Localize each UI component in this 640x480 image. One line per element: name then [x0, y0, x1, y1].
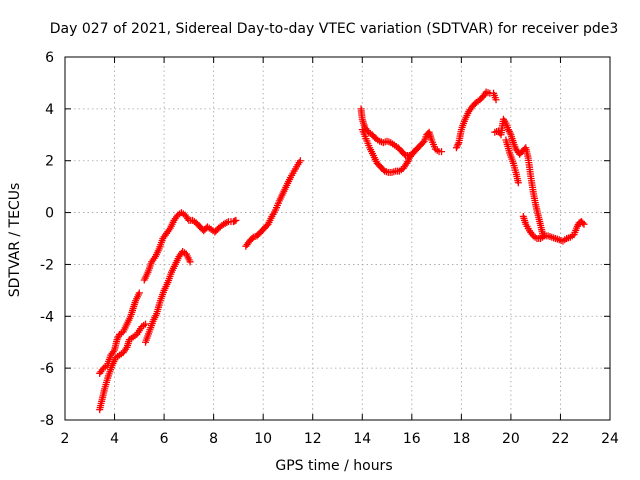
- y-tick-label: -6: [40, 361, 54, 377]
- x-tick-label: 24: [601, 431, 619, 447]
- x-tick-label: 20: [502, 431, 520, 447]
- x-tick-label: 18: [452, 431, 470, 447]
- data-point: [412, 146, 420, 154]
- data-point: [454, 140, 462, 148]
- y-axis-label: SDTVAR / TECUs: [7, 183, 23, 298]
- y-tick-label: -2: [40, 257, 54, 273]
- x-axis-label: GPS time / hours: [275, 458, 392, 474]
- x-tick-label: 6: [160, 431, 169, 447]
- data-point: [296, 157, 304, 165]
- axis-ticks: [64, 56, 611, 421]
- plot-frame: [64, 56, 611, 421]
- x-tick-label: 12: [304, 431, 322, 447]
- data-point: [579, 219, 587, 227]
- data-point: [438, 148, 446, 156]
- x-tick-label: 10: [254, 431, 272, 447]
- data-point: [223, 219, 231, 227]
- data-point: [186, 258, 194, 266]
- grid: [65, 57, 610, 420]
- data-point: [514, 179, 522, 187]
- y-tick-label: 6: [45, 50, 54, 66]
- x-tick-label: 8: [209, 431, 218, 447]
- y-tick-label: -8: [40, 413, 54, 429]
- data-point: [142, 320, 150, 328]
- x-tick-label: 14: [353, 431, 371, 447]
- data-point: [135, 289, 143, 297]
- x-tick-label: 22: [552, 431, 570, 447]
- x-tick-label: 2: [61, 431, 70, 447]
- data-marks: [96, 88, 588, 414]
- y-tick-label: -4: [40, 309, 54, 325]
- chart-title: Day 027 of 2021, Sidereal Day-to-day VTE…: [50, 21, 619, 37]
- data-point: [400, 150, 408, 158]
- data-point: [232, 216, 240, 224]
- y-tick-label: 4: [45, 102, 54, 118]
- y-tick-label: 0: [45, 206, 54, 222]
- data-point: [413, 145, 421, 153]
- y-tick-label: 2: [45, 154, 54, 170]
- x-tick-label: 4: [110, 431, 119, 447]
- x-tick-label: 16: [403, 431, 421, 447]
- data-point: [492, 96, 500, 104]
- data-point: [580, 220, 588, 228]
